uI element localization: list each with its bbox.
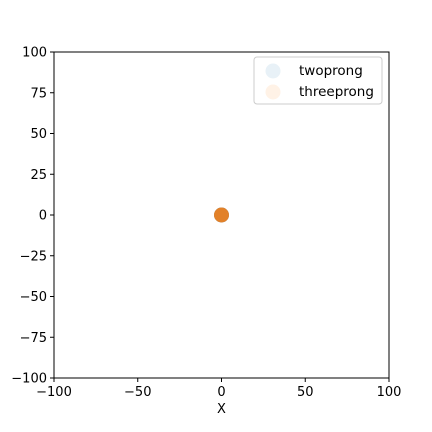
y-tick-label: 75	[30, 86, 47, 101]
y-tick-label: −75	[20, 331, 47, 346]
y-tick-label: 0	[39, 209, 47, 224]
legend-marker-threeprong	[265, 84, 281, 100]
legend-marker-twoprong	[265, 63, 281, 79]
data-points	[214, 207, 229, 223]
legend-box	[253, 56, 383, 105]
x-tick-label: 50	[297, 385, 314, 400]
x-tick-label: −100	[36, 385, 72, 400]
x-axis-label: X	[217, 402, 226, 417]
y-tick-label: −25	[20, 249, 47, 264]
legend-label-threeprong: threeprong	[299, 84, 374, 100]
x-tick-label: 100	[377, 385, 402, 400]
scatter-point-threeprong	[214, 207, 229, 223]
plot-frame	[53, 51, 390, 379]
x-tick-label: 0	[217, 385, 225, 400]
legend-label-twoprong: twoprong	[299, 63, 363, 79]
axis-ticks: −100 −50 0 50 100 −100 −75 −50 −25 0 25 50 75 100	[11, 46, 401, 401]
x-tick-label: −50	[124, 385, 151, 400]
y-axis-label: Y	[0, 211, 4, 220]
y-tick-label: 25	[30, 168, 47, 183]
y-tick-label: −50	[20, 290, 47, 305]
legend: twoprong threeprong	[253, 56, 383, 105]
y-tick-label: 50	[30, 127, 47, 142]
y-tick-label: 100	[22, 46, 47, 61]
y-tick-label: −100	[11, 372, 47, 387]
